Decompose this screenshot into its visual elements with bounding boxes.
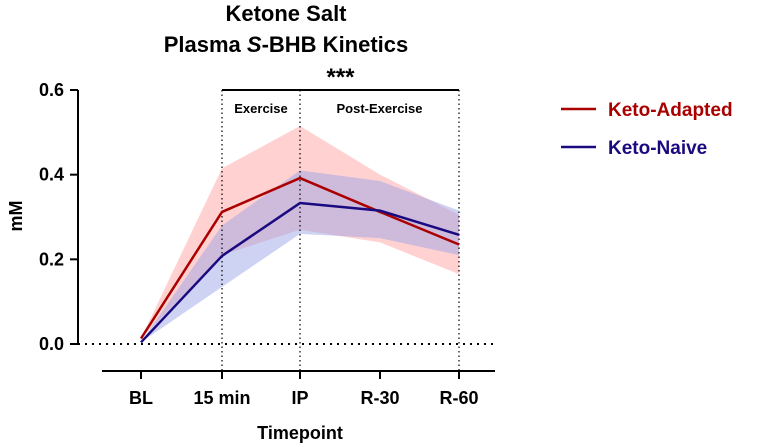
x-tick-label: R-60 [439, 388, 478, 408]
region-label-exercise: Exercise [234, 101, 288, 116]
x-ticks: BL 15 min IP R-30 R-60 [129, 371, 479, 408]
x-tick-label: BL [129, 388, 153, 408]
significance-bracket: *** [222, 64, 459, 91]
significance-label: *** [326, 64, 355, 91]
title-suffix: -BHB Kinetics [262, 32, 409, 57]
legend-label-keto-naive: Keto-Naive [608, 138, 707, 159]
region-label-post-exercise: Post-Exercise [337, 101, 423, 116]
title-prefix: Plasma [164, 32, 247, 57]
line-keto-adapted [139, 176, 460, 340]
x-tick-label: R-30 [360, 388, 399, 408]
region-markers: Exercise Post-Exercise [221, 90, 460, 371]
y-tick-label: 0.0 [39, 334, 64, 354]
line-keto-naive [140, 201, 460, 344]
chart-title-line2: Plasma S-BHB Kinetics [164, 32, 409, 57]
x-axis-title: Timepoint [257, 423, 343, 443]
title-italic: S [247, 32, 262, 57]
y-tick-label: 0.4 [39, 165, 64, 185]
legend-label-keto-adapted: Keto-Adapted [608, 100, 733, 121]
y-tick-label: 0.2 [39, 249, 64, 269]
band-keto-naive [141, 170, 459, 343]
y-ticks: 0.0 0.2 0.4 0.6 [39, 80, 78, 354]
band-keto-adapted [141, 125, 459, 339]
y-axis-title: mM [6, 201, 26, 232]
x-tick-label: 15 min [193, 388, 250, 408]
chart-title-line1: Ketone Salt [225, 1, 347, 26]
x-tick-label: IP [291, 388, 308, 408]
legend: Keto-Adapted Keto-Naive [561, 100, 733, 159]
y-tick-label: 0.6 [39, 80, 64, 100]
series-lines [139, 176, 460, 344]
confidence-bands [141, 125, 459, 343]
